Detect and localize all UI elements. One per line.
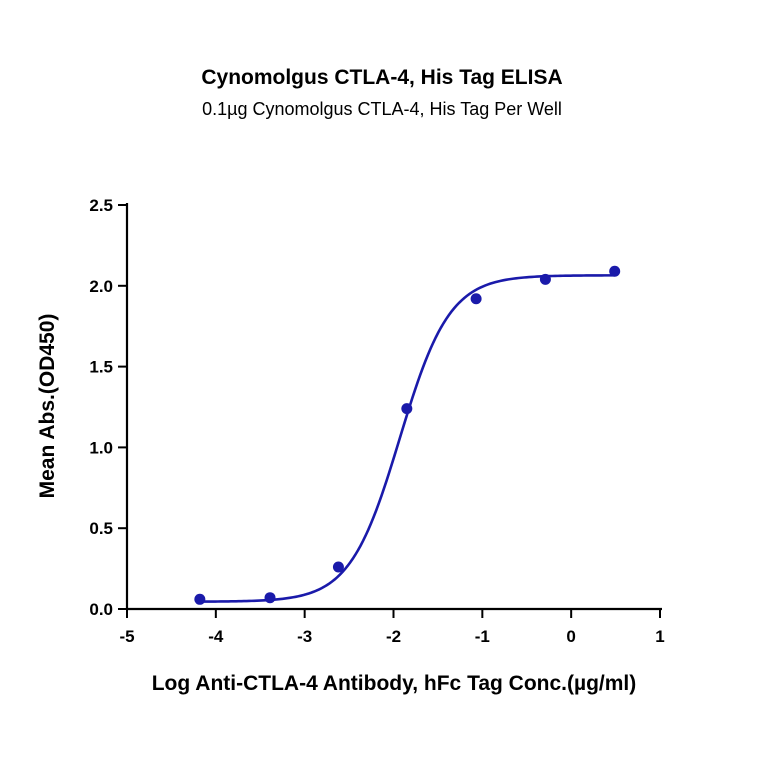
data-point <box>264 592 276 604</box>
y-tick-label: 2.5 <box>89 196 113 215</box>
x-ticks: -5 -4 -3 -2 -1 0 1 <box>119 609 665 646</box>
data-point <box>539 273 551 285</box>
y-tick-label: 0.5 <box>89 519 113 538</box>
x-tick-label: -2 <box>386 627 401 646</box>
data-point <box>332 561 344 573</box>
x-tick-label: -1 <box>475 627 490 646</box>
data-point <box>401 403 413 415</box>
data-point <box>194 593 206 605</box>
chart-title: Cynomolgus CTLA-4, His Tag ELISA <box>201 66 563 89</box>
x-tick-label: -5 <box>119 627 134 646</box>
y-tick-label: 1.5 <box>89 358 113 377</box>
y-tick-label: 2.0 <box>89 277 113 296</box>
data-point <box>470 293 482 305</box>
y-axis-title: Mean Abs.(OD450) <box>36 314 59 499</box>
x-tick-label: 1 <box>655 627 664 646</box>
x-tick-label: -3 <box>297 627 312 646</box>
data-points <box>194 265 621 605</box>
x-axis-title: Log Anti-CTLA-4 Antibody, hFc Tag Conc.(… <box>152 672 637 695</box>
y-tick-label: 1.0 <box>89 438 113 457</box>
chart-subtitle: 0.1µg Cynomolgus CTLA-4, His Tag Per Wel… <box>202 99 562 119</box>
x-tick-label: -4 <box>208 627 224 646</box>
data-point <box>609 265 621 277</box>
y-tick-label: 0.0 <box>89 600 113 619</box>
axes <box>125 203 662 611</box>
x-tick-label: 0 <box>566 627 575 646</box>
fit-curve <box>199 274 615 603</box>
y-ticks: 0.0 0.5 1.0 1.5 2.0 2.5 <box>89 196 127 619</box>
